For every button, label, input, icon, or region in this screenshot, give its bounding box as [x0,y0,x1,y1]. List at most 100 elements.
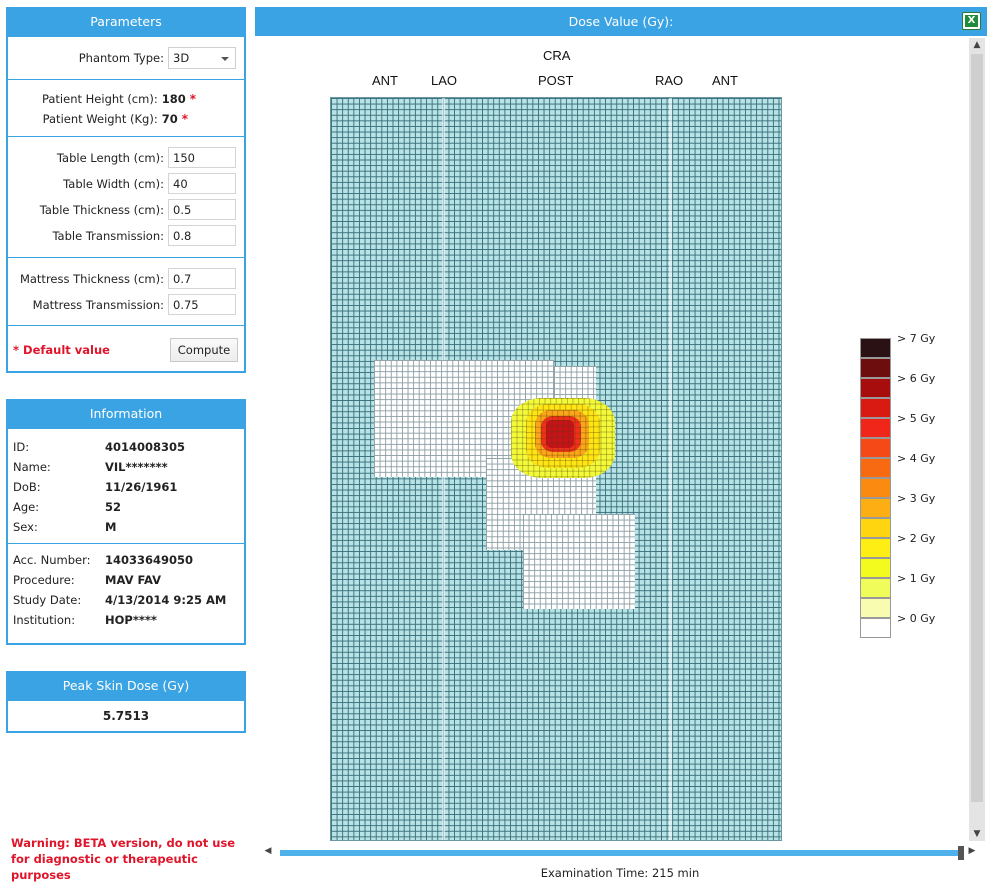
info-key: Procedure: [13,573,75,587]
patient-info-list: ID: 4014008305 Name: VIL******* DoB: 11/26/… [8,429,244,537]
cra-label: CRA [543,48,571,63]
info-key: Name: [13,460,51,474]
information-panel: Information ID: 4014008305 Name: VIL******… [6,399,246,645]
table-length-input[interactable]: 150 [168,147,236,168]
legend-swatch [860,558,891,578]
info-row: Institution: HOP**** [13,610,244,630]
info-key: ID: [13,440,30,454]
legend-swatch [860,398,891,418]
scroll-down-icon[interactable]: ▼ [973,829,981,839]
mattress-thickness-row: Mattress Thickness (cm): 0.7 [20,268,236,289]
legend-swatch [860,578,891,598]
info-value: 52 [105,500,122,514]
parameters-panel: Parameters Phantom Type: 3D Patient Heig… [6,7,246,373]
default-value-note: * Default value [13,343,110,357]
legend-swatch [860,418,891,438]
phantom-type-value: 3D [173,51,190,65]
slider-left-icon[interactable]: ◀ [264,846,272,856]
patient-weight-row: Patient Weight (Kg): 70 * [43,112,236,126]
default-marker: * [189,92,196,106]
info-value: MAV FAV [105,573,162,587]
scroll-thumb[interactable] [971,54,983,802]
legend-swatch [860,598,891,618]
legend-swatch [860,438,891,458]
info-row: Study Date: 4/13/2014 9:25 AM [13,590,244,610]
legend-label: > 4 Gy [897,452,936,465]
scroll-up-icon[interactable]: ▲ [973,40,981,50]
info-value: 4/13/2014 9:25 AM [105,593,227,607]
view-label-post: POST [538,73,574,88]
dose-value-header: Dose Value (Gy): X [255,7,987,36]
beta-warning: Warning: BETA version, do not use for di… [11,836,236,882]
legend-swatch [860,338,891,358]
mattress-transmission-input[interactable]: 0.75 [168,294,236,315]
excel-export-icon[interactable]: X [962,12,981,30]
info-key: DoB: [13,480,41,494]
legend-swatch [860,518,891,538]
chevron-down-icon [221,57,229,61]
peak-skin-dose-title: Peak Skin Dose (Gy) [8,673,244,701]
table-thickness-row: Table Thickness (cm): 0.5 [40,199,236,220]
phantom-section: Phantom Type: 3D [8,37,244,80]
dose-map-grid[interactable] [330,97,782,841]
dose-value-title: Dose Value (Gy): [568,14,674,29]
legend-swatch [860,358,891,378]
info-key: Study Date: [13,593,82,607]
patient-section: Patient Height (cm): 180 * Patient Weigh… [8,80,244,137]
mattress-transmission-label: Mattress Transmission: [32,297,164,312]
legend-label: > 2 Gy [897,532,936,545]
parameters-title: Parameters [8,9,244,37]
legend-swatch [860,538,891,558]
table-width-row: Table Width (cm): 40 [63,173,236,194]
phantom-type-select[interactable]: 3D [168,47,236,69]
compute-button[interactable]: Compute [170,338,238,362]
vertical-scrollbar[interactable]: ▲ ▼ [969,38,985,841]
legend-swatch [860,458,891,478]
info-row: Age: 52 [13,497,244,517]
legend-label: > 6 Gy [897,372,936,385]
slider-track[interactable] [280,850,960,856]
info-value: HOP**** [105,613,157,627]
table-section: Table Length (cm): 150 Table Width (cm):… [8,137,244,258]
legend-swatch [860,378,891,398]
legend-swatch [860,478,891,498]
info-row: Acc. Number: 14033649050 [13,550,244,570]
examination-time: Examination Time: 215 min [540,866,700,880]
info-value: 14033649050 [105,553,194,567]
view-label-lao: LAO [431,73,458,88]
info-value: 4014008305 [105,440,186,454]
peak-skin-dose-panel: Peak Skin Dose (Gy) 5.7513 [6,671,246,733]
info-row: Sex: M [13,517,244,537]
information-title: Information [8,401,244,429]
time-slider[interactable]: ◀ ▶ [262,846,978,860]
table-length-row: Table Length (cm): 150 [57,147,236,168]
patient-weight-value: 70 [161,112,178,126]
phantom-type-label: Phantom Type: [78,51,164,65]
table-transmission-input[interactable]: 0.8 [168,225,236,246]
info-row: Procedure: MAV FAV [13,570,244,590]
info-key: Age: [13,500,40,514]
info-row: DoB: 11/26/1961 [13,477,244,497]
irradiated-area [523,514,635,609]
legend-swatch [860,618,891,638]
view-label-rao: RAO [655,73,684,88]
patient-height-row: Patient Height (cm): 180 * [42,92,236,106]
phantom-type-row: Phantom Type: 3D [79,47,236,69]
table-thickness-label: Table Thickness (cm): [39,202,164,217]
slider-right-icon[interactable]: ▶ [968,846,976,856]
table-width-input[interactable]: 40 [168,173,236,194]
patient-weight-label: Patient Weight (Kg): [42,112,158,126]
info-key: Sex: [13,520,38,534]
legend-label: > 7 Gy [897,332,936,345]
view-label-ant-left: ANT [372,73,398,88]
mattress-section: Mattress Thickness (cm): 0.7 Mattress Tr… [8,258,244,326]
table-transmission-label: Table Transmission: [52,228,164,243]
table-thickness-input[interactable]: 0.5 [168,199,236,220]
info-value: M [105,520,117,534]
slider-handle[interactable] [958,846,964,860]
study-info-list: Acc. Number: 14033649050 Procedure: MAV FA… [8,543,244,630]
table-transmission-row: Table Transmission: 0.8 [52,225,236,246]
mattress-thickness-input[interactable]: 0.7 [168,268,236,289]
info-key: Institution: [13,613,76,627]
table-width-label: Table Width (cm): [63,176,164,191]
